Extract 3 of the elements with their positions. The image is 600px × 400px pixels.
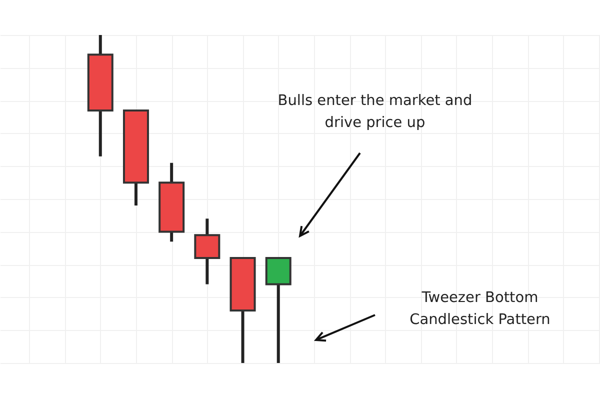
text: Tweezer Bottom Candlestick Pattern bbox=[408, 289, 552, 330]
candlestick bbox=[194, 218, 220, 284]
annotation: Bulls enter the market and drive price up bbox=[276, 92, 474, 133]
